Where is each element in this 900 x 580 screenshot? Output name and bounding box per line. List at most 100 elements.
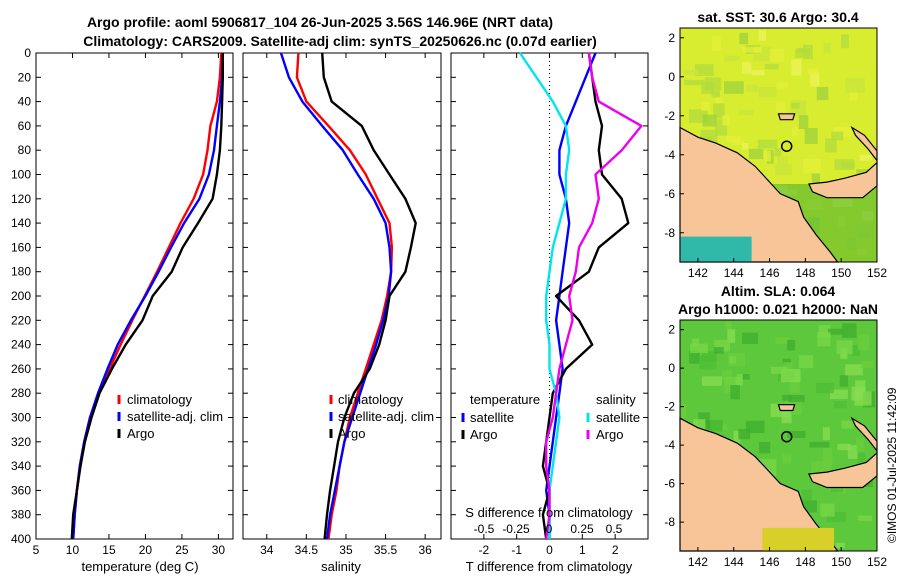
sla-map-title-line2: Argo h1000: 0.021 h2000: NaN (678, 301, 878, 317)
map-cell (790, 380, 800, 394)
map-cell (715, 97, 723, 104)
x-tick-label: 20 (139, 543, 153, 557)
map-cell (787, 431, 806, 438)
map-cell (775, 102, 786, 112)
map-cell (787, 339, 796, 351)
x-tick-label: 35 (339, 543, 353, 557)
x-tick-label: 2 (612, 543, 619, 557)
s-tick-label: 0 (546, 522, 553, 536)
map-cell (724, 55, 741, 62)
map-cell (733, 430, 741, 446)
y-tick-label: 240 (11, 338, 31, 352)
map-cell (782, 394, 792, 401)
x-tick-label: 152 (867, 555, 887, 569)
map-cell (804, 128, 818, 144)
y-tick-label: 140 (11, 216, 31, 230)
map-cell (833, 401, 847, 409)
map-cell (683, 69, 699, 75)
y-tick-label: 80 (18, 143, 32, 157)
map-cell (798, 115, 809, 129)
map-cell (847, 445, 858, 459)
plot-frame (242, 52, 442, 540)
map-cell (711, 36, 721, 52)
x-tick-label: 15 (102, 543, 116, 557)
map-cell (714, 347, 724, 354)
x-tick-label: -2 (478, 543, 489, 557)
map-cell (742, 374, 750, 380)
legend-entry: satellite-adj. clim (338, 409, 434, 424)
map-cell (857, 452, 866, 468)
x-tick-label: 150 (831, 266, 851, 280)
y-tick-label: 200 (11, 289, 31, 303)
map-cell (845, 78, 865, 93)
x-tick-label: 1 (579, 543, 586, 557)
sla-map-title-line1: Altim. SLA: 0.064 (721, 283, 836, 299)
y-tick-label: -8 (664, 226, 675, 240)
y-tick-label: -8 (664, 515, 675, 529)
difference-panel: -2 -1 0 1 2 -0.5 -0.25 0 0.25 0.5 temperature satel… (450, 52, 649, 557)
legend-heading: temperature (470, 392, 540, 407)
map-cell (775, 337, 790, 344)
series-line-argo (70, 53, 225, 540)
y-tick-label: -4 (664, 148, 675, 162)
map-cell (702, 376, 722, 386)
legend-entry: satellite (470, 410, 514, 425)
y-tick-label: 220 (11, 313, 31, 327)
x-tick-label: 34.5 (295, 543, 319, 557)
map-cell (837, 443, 851, 451)
x-tick-label: 25 (175, 543, 189, 557)
map-cell (791, 127, 798, 137)
map-frame (679, 319, 878, 552)
legend-entry: satellite (596, 410, 640, 425)
map-cell (782, 454, 792, 464)
x-tick-label: 146 (760, 555, 780, 569)
map-cell (857, 515, 872, 521)
map-cell (798, 355, 814, 369)
map-cell (764, 150, 771, 162)
y-tick-label: -6 (664, 477, 675, 491)
legend-entry: climatology (127, 392, 193, 407)
series-line-salinity-argo (545, 52, 643, 540)
y-tick-label: 100 (11, 168, 31, 182)
x-tick-label: 30 (212, 543, 226, 557)
map-cell (839, 375, 849, 387)
legend-entry: climatology (338, 392, 404, 407)
map-cell (739, 109, 754, 116)
y-tick-label: 2 (668, 31, 675, 45)
map-cell (704, 77, 722, 91)
x-tick-label: 150 (831, 555, 851, 569)
map-cell (758, 87, 777, 98)
map-cell (833, 126, 853, 138)
map-cell (820, 503, 835, 517)
map-cell (845, 364, 863, 376)
x-tick-label: 148 (795, 555, 815, 569)
map-high-sla (762, 527, 834, 551)
map-cell (827, 328, 844, 335)
map-cell (731, 139, 745, 146)
land-polygon (679, 126, 839, 263)
map-cell (757, 139, 778, 149)
map-cell (738, 428, 751, 440)
map-cell (842, 323, 857, 338)
map-cell (801, 489, 812, 501)
y-tick-label: -6 (664, 187, 675, 201)
map-cell (748, 148, 764, 160)
x-tick-label: 142 (688, 266, 708, 280)
t-difference-xlabel: T difference from climatology (466, 559, 633, 574)
map-cell (713, 103, 725, 119)
plot-frame (35, 52, 234, 540)
y-tick-label: 0 (668, 361, 675, 375)
map-cell (825, 138, 837, 153)
map-cell (751, 70, 765, 76)
map-cell (775, 163, 792, 176)
y-tick-label: 2 (668, 323, 675, 337)
land-polygon (777, 404, 796, 412)
map-cell (711, 90, 720, 98)
legend-entry: Argo (127, 426, 154, 441)
temperature-xlabel: temperature (deg C) (81, 559, 198, 574)
map-cell (817, 332, 831, 347)
argo-position-marker (780, 140, 793, 152)
map-cell (795, 48, 810, 58)
y-tick-label: 180 (11, 265, 31, 279)
legend-entry: Argo (470, 427, 497, 442)
